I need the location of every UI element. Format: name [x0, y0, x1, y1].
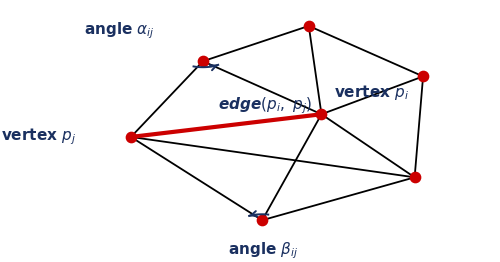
Text: angle $\alpha_{ij}$: angle $\alpha_{ij}$: [84, 21, 156, 41]
Point: [258, 218, 266, 222]
Text: vertex $p_i$: vertex $p_i$: [334, 83, 409, 102]
Point: [419, 74, 427, 79]
Point: [199, 59, 207, 63]
Point: [127, 135, 135, 139]
Point: [305, 24, 313, 28]
Text: angle $\beta_{ij}$: angle $\beta_{ij}$: [228, 240, 299, 261]
Text: vertex $p_j$: vertex $p_j$: [0, 127, 76, 147]
Point: [410, 175, 418, 179]
Point: [318, 112, 326, 116]
Text: edge$(p_i,\ p_j)$: edge$(p_i,\ p_j)$: [218, 95, 312, 116]
